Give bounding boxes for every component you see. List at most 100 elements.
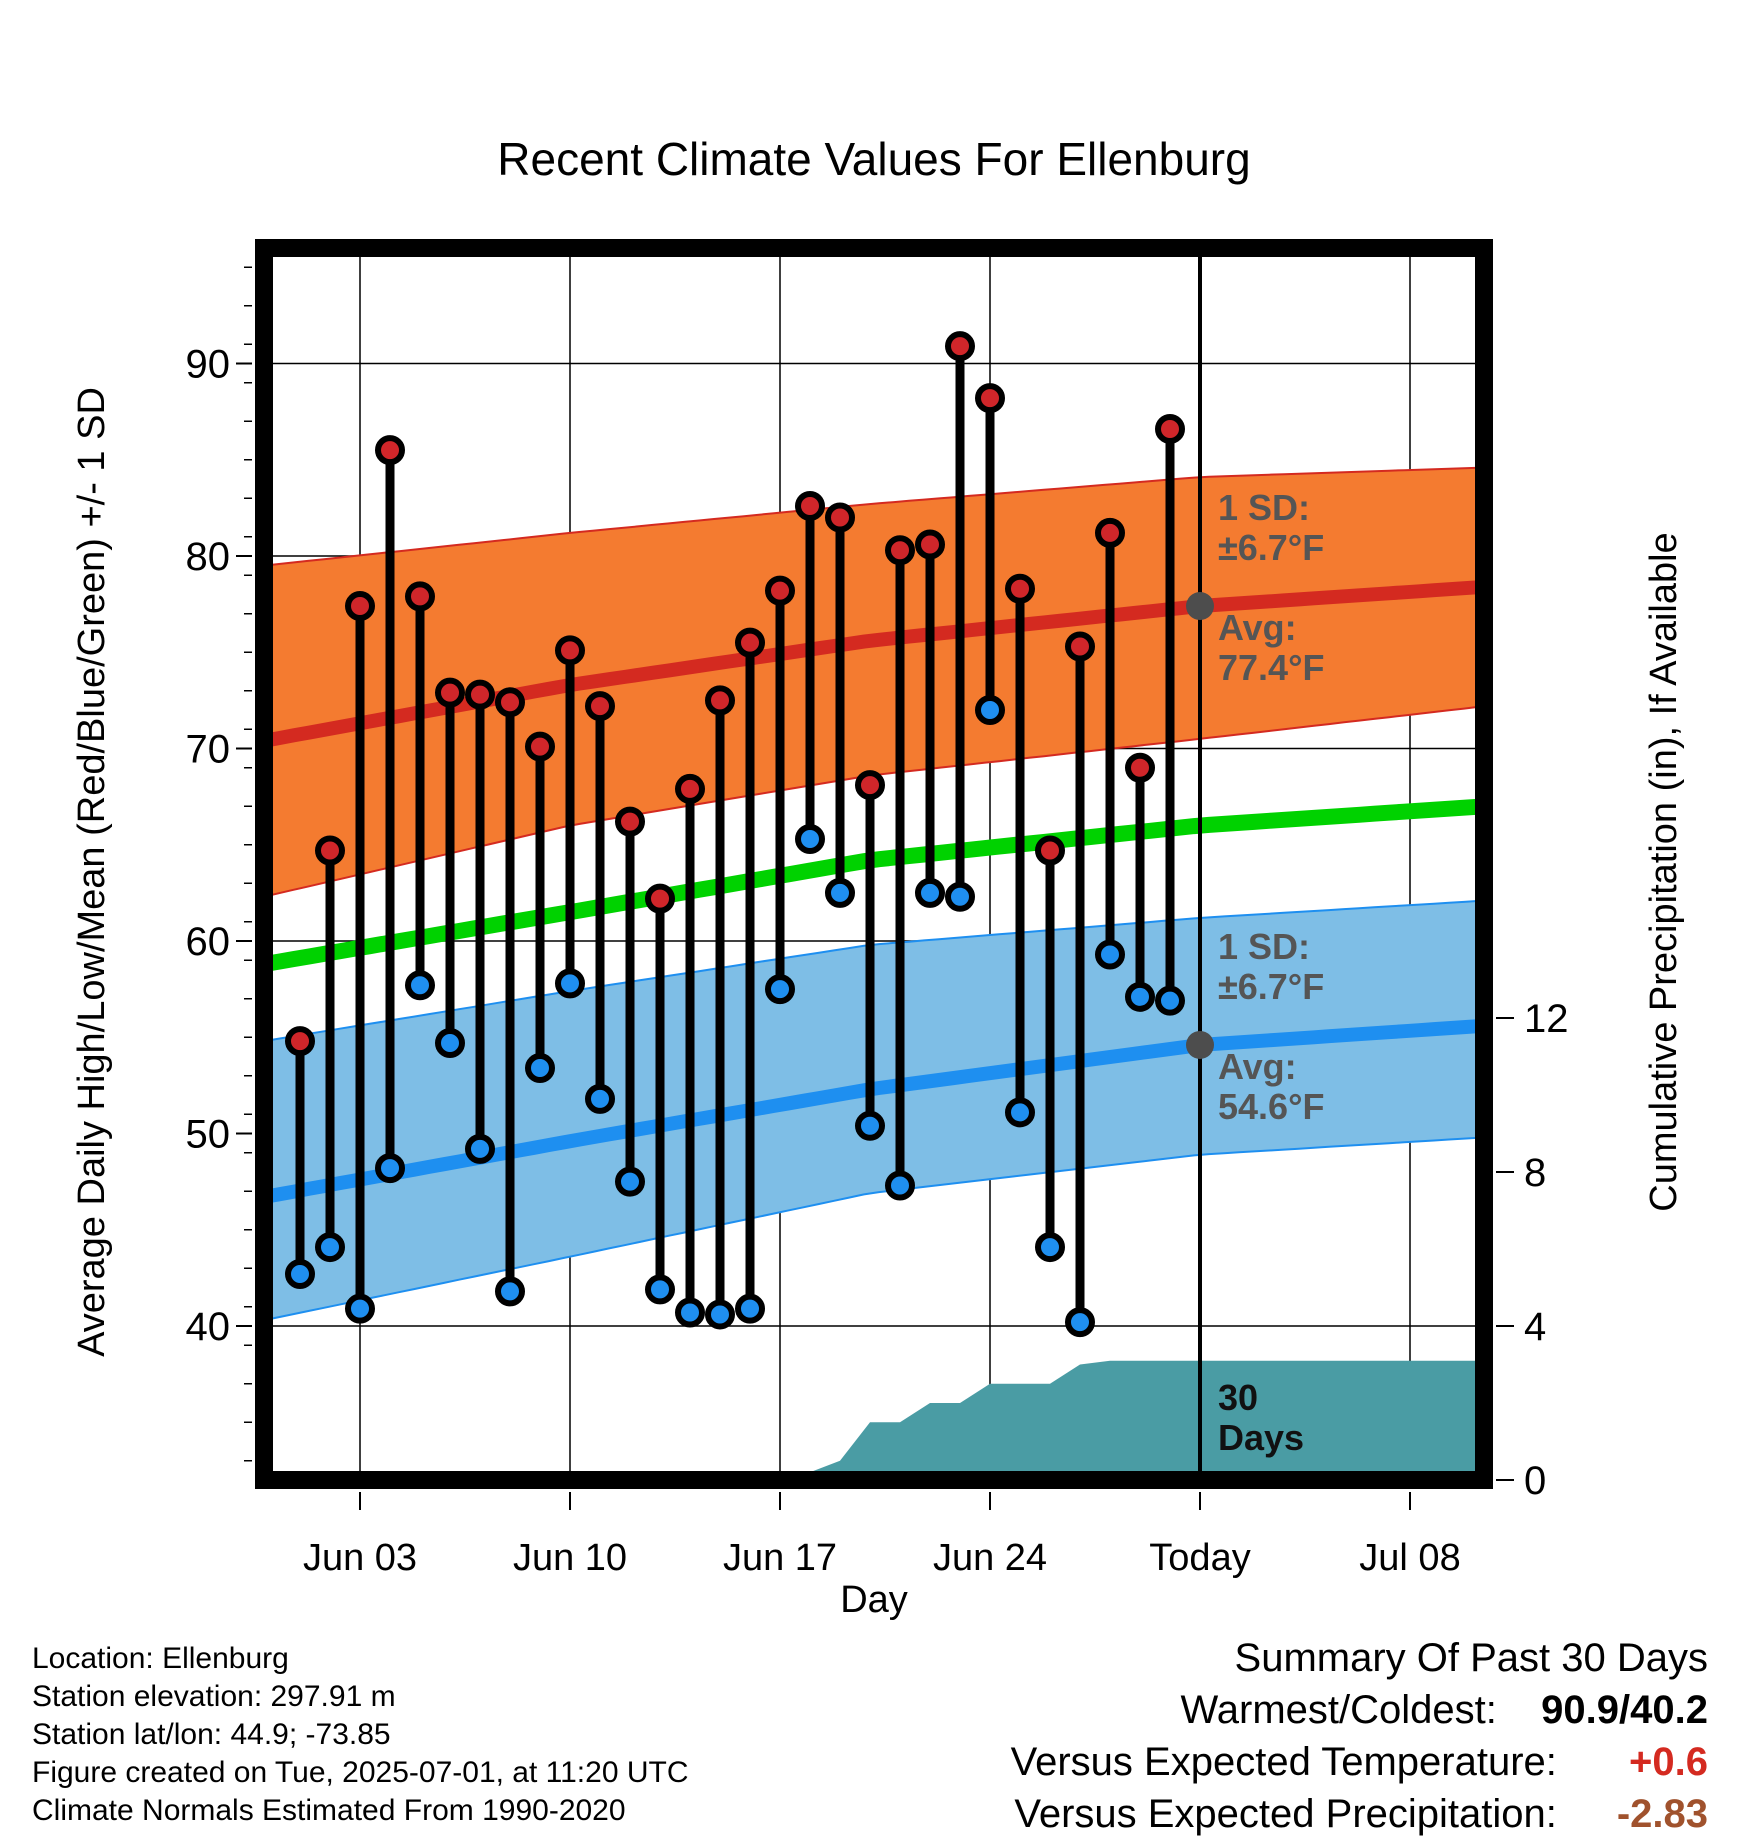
daily-high-point [585, 691, 615, 722]
y-tick-label: 90 [186, 343, 231, 387]
daily-low-point [345, 1293, 375, 1324]
daily-low-point [615, 1166, 645, 1197]
daily-low-point [705, 1299, 735, 1330]
daily-low-point [645, 1274, 675, 1305]
today-low-avg-marker [1186, 1030, 1214, 1059]
daily-low-point [1065, 1307, 1095, 1338]
y-axis-label: Average Daily High/Low/Mean (Red/Blue/Gr… [71, 387, 113, 1357]
daily-high-point [465, 679, 495, 710]
x-tick-label: Jun 24 [933, 1537, 1047, 1579]
daily-high-point [765, 575, 795, 606]
daily-low-point [735, 1293, 765, 1324]
daily-low-point [285, 1259, 315, 1290]
daily-low-point [945, 881, 975, 912]
daily-high-point [1035, 835, 1065, 866]
warm-cold-label: Warmest/Coldest: [1180, 1688, 1497, 1732]
daily-high-point [885, 535, 915, 566]
daily-high-point [285, 1026, 315, 1057]
summary-panel: Summary Of Past 30 Days Warmest/Coldest:… [1011, 1632, 1708, 1840]
daily-low-point [825, 877, 855, 908]
daily-low-point [555, 968, 585, 999]
daily-low-point [585, 1083, 615, 1114]
daily-low-point [975, 695, 1005, 725]
x-tick-label: Jun 17 [723, 1537, 837, 1579]
daily-high-point [1155, 413, 1185, 444]
low-avg-value: 54.6°F [1218, 1086, 1324, 1127]
daily-high-point [1065, 631, 1095, 662]
warm-cold-value: 90.9/40.2 [1541, 1688, 1708, 1732]
daily-low-point [795, 823, 825, 854]
daily-low-point [885, 1170, 915, 1201]
x-tick-label: Jul 08 [1359, 1537, 1460, 1579]
precip-days-number: 30 [1218, 1377, 1258, 1418]
today-high-avg-marker [1186, 592, 1214, 621]
x-tick-label: Today [1149, 1537, 1250, 1579]
daily-high-point [525, 731, 555, 762]
x-axis-label: Day [840, 1579, 908, 1621]
daily-low-point [435, 1028, 465, 1059]
daily-low-point [495, 1276, 525, 1307]
warm-cold-row: Warmest/Coldest: 90.9/40.2 [1011, 1684, 1709, 1736]
station-info: Location: Ellenburg Station elevation: 2… [32, 1640, 689, 1830]
y2-tick-label: 4 [1524, 1305, 1546, 1349]
daily-high-point [1095, 517, 1125, 548]
high-sd-value: ±6.7°F [1218, 527, 1324, 568]
daily-high-point [615, 806, 645, 837]
daily-high-point [645, 883, 675, 914]
climate-chart: Recent Climate Values For Ellenburg 1 SD… [71, 133, 1685, 1621]
daily-high-point [315, 835, 345, 866]
daily-low-point [465, 1133, 495, 1164]
x-tick-label: Jun 03 [303, 1537, 417, 1579]
daily-low-point [1005, 1097, 1035, 1128]
daily-high-point [675, 773, 705, 804]
daily-high-point [435, 677, 465, 708]
elevation-text: Station elevation: 297.91 m [32, 1680, 396, 1713]
daily-low-point [855, 1110, 885, 1141]
high-sd-label: 1 SD: [1218, 487, 1310, 528]
daily-high-point [735, 627, 765, 658]
daily-high-point [1125, 752, 1155, 783]
daily-low-point [525, 1053, 555, 1084]
summary-title: Summary Of Past 30 Days [1234, 1636, 1708, 1680]
y2-tick-label: 12 [1524, 997, 1569, 1041]
x-tick-label: Jun 10 [513, 1537, 627, 1579]
normals-text: Climate Normals Estimated From 1990-2020 [32, 1794, 626, 1827]
y2-tick-label: 0 [1524, 1459, 1546, 1503]
low-normal-line [264, 1018, 1484, 1204]
low-sd-value: ±6.7°F [1218, 966, 1324, 1007]
temp-row: Versus Expected Temperature: +0.6 [1011, 1736, 1708, 1788]
precip-row: Versus Expected Precipitation: -2.83 [1011, 1788, 1708, 1840]
mean-normal-line [264, 798, 1484, 972]
y2-tick-label: 8 [1524, 1151, 1546, 1195]
y-tick-label: 80 [186, 535, 231, 579]
temp-label: Versus Expected Temperature: [1010, 1740, 1557, 1784]
precip-area [264, 1360, 1484, 1480]
daily-high-point [375, 435, 405, 466]
daily-high-point [825, 502, 855, 533]
low-sd-label: 1 SD: [1218, 926, 1310, 967]
daily-high-point [975, 383, 1005, 414]
y-tick-label: 50 [186, 1113, 231, 1157]
daily-high-point [945, 331, 975, 362]
daily-low-point [915, 877, 945, 908]
precip-label: Versus Expected Precipitation: [1014, 1792, 1557, 1836]
chart-title: Recent Climate Values For Ellenburg [497, 133, 1250, 185]
location-text: Location: Ellenburg [32, 1642, 289, 1675]
y-tick-label: 40 [186, 1305, 231, 1349]
daily-high-point [345, 591, 375, 622]
y-tick-label: 70 [186, 728, 231, 772]
precip-days-label: Days [1218, 1417, 1304, 1458]
high-avg-value: 77.4°F [1218, 647, 1324, 688]
daily-low-point [1035, 1232, 1065, 1263]
daily-low-point [675, 1297, 705, 1328]
plot-frame [255, 239, 1493, 1489]
high-avg-label: Avg: [1218, 607, 1297, 648]
daily-high-point [705, 685, 735, 716]
daily-high-point [915, 529, 945, 560]
daily-high-point [855, 770, 885, 801]
daily-low-point [1125, 981, 1155, 1012]
daily-low-point [405, 970, 435, 1001]
plot-layer [264, 248, 1484, 1480]
daily-low-point [375, 1153, 405, 1184]
